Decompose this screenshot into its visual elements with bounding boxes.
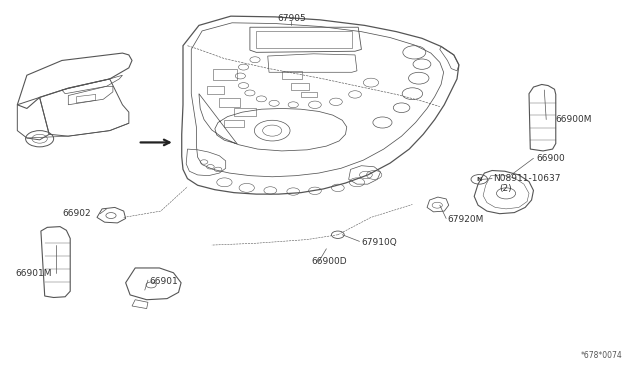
Text: 67910Q: 67910Q (362, 238, 397, 247)
Text: N: N (477, 177, 482, 182)
Text: 67905: 67905 (277, 13, 306, 22)
Text: 66901M: 66901M (15, 269, 52, 278)
Text: *678*0074: *678*0074 (581, 351, 623, 360)
Text: (2): (2) (500, 185, 513, 193)
Text: 66900: 66900 (537, 154, 565, 163)
Text: 66902: 66902 (62, 209, 90, 218)
Text: 66901: 66901 (150, 277, 179, 286)
Text: N08911-10637: N08911-10637 (493, 174, 561, 183)
Text: 66900D: 66900D (312, 257, 348, 266)
Text: 66900M: 66900M (556, 115, 592, 124)
Text: 67920M: 67920M (447, 215, 484, 224)
